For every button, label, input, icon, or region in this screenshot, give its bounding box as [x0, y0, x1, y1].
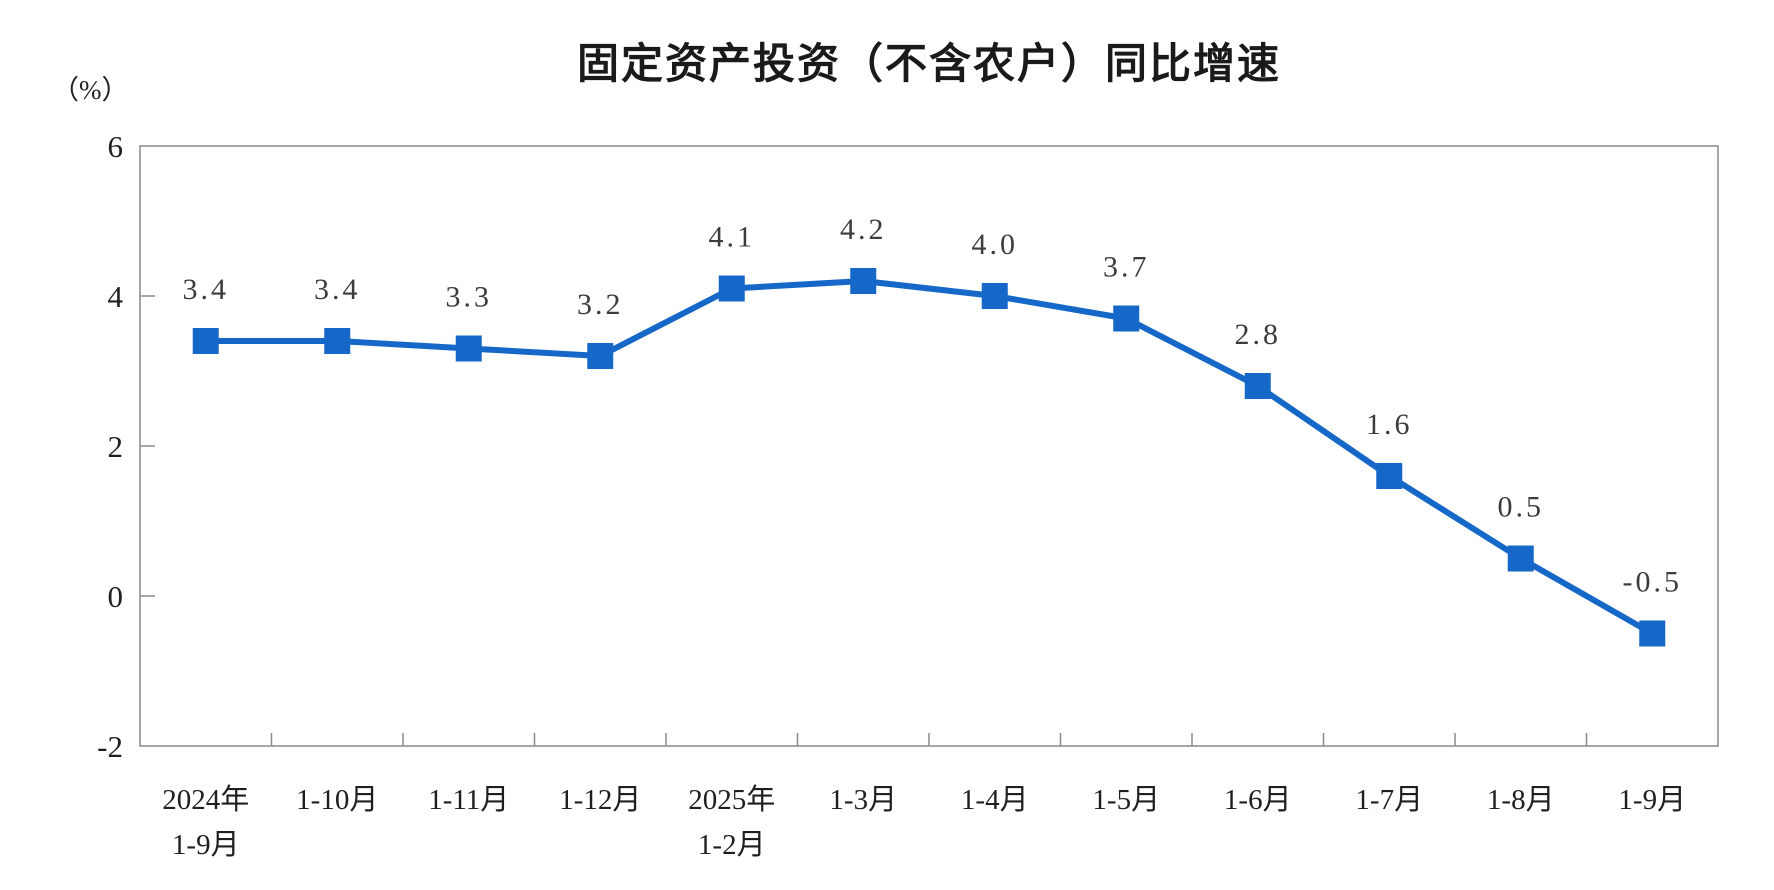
data-point-label: 2.8 [1235, 318, 1282, 351]
data-point-marker [192, 328, 219, 354]
data-point-label: 3.4 [183, 273, 230, 306]
data-point-marker [981, 283, 1008, 309]
data-point-marker [1113, 305, 1140, 332]
data-point-label: -0.5 [1623, 566, 1683, 599]
data-point-marker [850, 268, 877, 294]
y-axis-unit-label: （%） [52, 75, 129, 105]
data-point-marker [455, 335, 482, 362]
x-tick-label: 1-2月 [698, 829, 766, 861]
x-tick-label: 1-9月 [172, 829, 240, 861]
x-tick-label: 1-5月 [1092, 784, 1160, 816]
x-tick-label: 1-6月 [1224, 784, 1292, 816]
x-tick-label: 1-10月 [296, 784, 378, 816]
line-series [202, 278, 1656, 637]
x-tick-label: 2025年 [688, 783, 775, 816]
x-tick-label: 1-8月 [1487, 784, 1555, 816]
x-tick-label: 1-4月 [961, 784, 1029, 816]
x-tick-label: 1-9月 [1618, 784, 1686, 816]
y-tick-label: 6 [108, 129, 124, 164]
data-point-marker [1507, 545, 1534, 572]
data-point-label: 3.2 [577, 288, 624, 321]
data-point-marker [718, 275, 745, 302]
data-point-label: 3.4 [314, 273, 361, 306]
data-point-marker [1376, 463, 1403, 489]
data-point-label: 3.3 [446, 281, 493, 314]
x-tick-label: 1-3月 [829, 784, 897, 816]
data-point-marker [1639, 620, 1666, 647]
data-point-label: 4.2 [840, 213, 887, 246]
data-point-label: 4.0 [972, 228, 1019, 261]
data-point-marker [1244, 373, 1271, 399]
x-tick-label: 1-7月 [1355, 784, 1423, 816]
data-point-label: 3.7 [1103, 251, 1150, 284]
data-point-marker [324, 328, 351, 354]
x-tick-label: 2024年 [162, 783, 249, 816]
y-tick-label: -2 [97, 729, 123, 764]
data-point-label: 4.1 [709, 221, 756, 254]
x-tick-label: 1-11月 [428, 784, 509, 816]
data-point-label: 0.5 [1498, 491, 1545, 524]
x-tick-label: 1-12月 [559, 784, 641, 816]
y-tick-label: 0 [108, 579, 124, 614]
y-tick-label: 2 [108, 429, 124, 464]
chart-title: 固定资产投资（不含农户）同比增速 [576, 40, 1281, 87]
y-tick-label: 4 [108, 279, 124, 314]
data-point-marker [587, 343, 614, 369]
data-point-label: 1.6 [1366, 408, 1413, 441]
axis-frame [139, 145, 1719, 747]
